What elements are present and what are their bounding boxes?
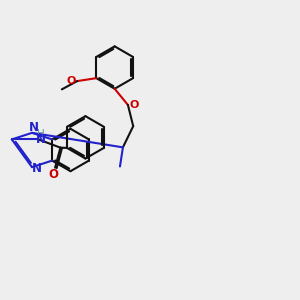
Text: N: N [36,133,46,146]
Text: O: O [49,168,58,181]
Text: N: N [32,162,42,175]
Text: N: N [28,121,38,134]
Text: H: H [37,129,44,139]
Text: O: O [130,100,139,110]
Text: O: O [66,76,75,86]
